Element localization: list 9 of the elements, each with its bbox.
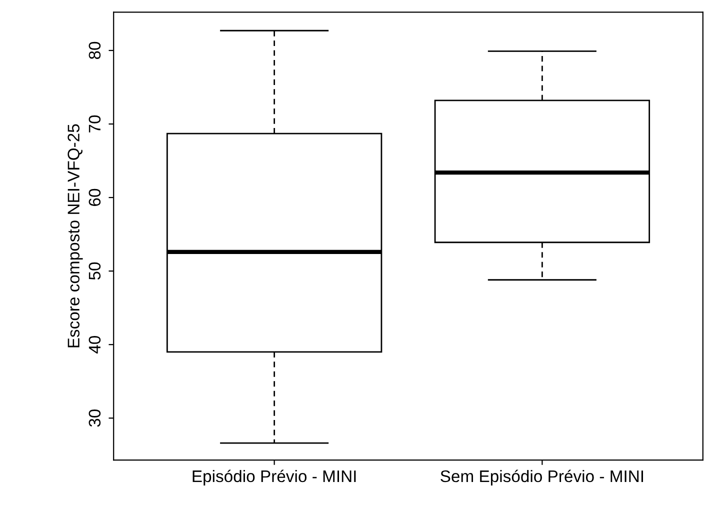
y-tick-label: 50 <box>88 262 101 280</box>
y-tick-label: 30 <box>88 409 101 427</box>
x-tick-label: Sem Episódio Prévio - MINI <box>440 470 643 486</box>
y-tick-label: 40 <box>88 336 101 354</box>
y-tick-label: 70 <box>88 115 101 132</box>
x-tick-label: Episódio Prévio - MINI <box>192 470 356 486</box>
y-tick-label: 60 <box>88 188 101 206</box>
y-axis-title: Escore composto NEI-VFQ-25 <box>68 124 83 348</box>
y-tick-label: 80 <box>88 42 101 60</box>
